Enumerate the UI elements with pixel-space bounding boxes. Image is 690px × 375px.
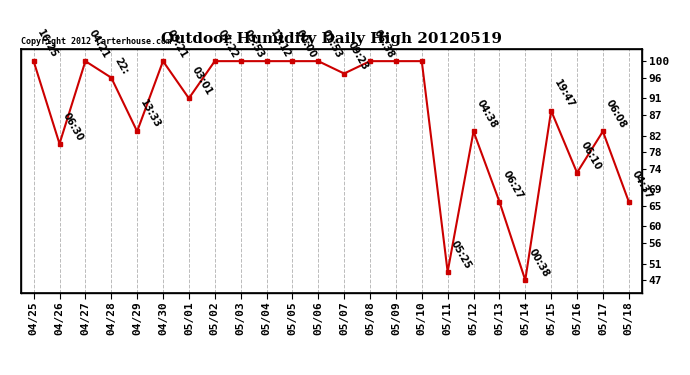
Text: 03:21: 03:21 bbox=[164, 28, 188, 60]
Text: 05:53: 05:53 bbox=[242, 28, 266, 60]
Text: 01:53: 01:53 bbox=[319, 28, 344, 60]
Text: 00:00: 00:00 bbox=[294, 28, 318, 60]
Text: 04:38: 04:38 bbox=[475, 98, 499, 130]
Text: 05:25: 05:25 bbox=[449, 239, 473, 271]
Title: Outdoor Humidity Daily High 20120519: Outdoor Humidity Daily High 20120519 bbox=[161, 32, 502, 46]
Text: 06:38: 06:38 bbox=[371, 28, 395, 60]
Text: 06:10: 06:10 bbox=[578, 140, 602, 171]
Text: Copyright 2012 Carterhouse.com: Copyright 2012 Carterhouse.com bbox=[21, 38, 170, 46]
Text: 03:01: 03:01 bbox=[190, 65, 215, 97]
Text: 04:37: 04:37 bbox=[630, 168, 654, 200]
Text: 19:47: 19:47 bbox=[553, 78, 577, 110]
Text: 09:23: 09:23 bbox=[346, 40, 370, 72]
Text: 16:25: 16:25 bbox=[35, 28, 59, 60]
Text: 00:38: 00:38 bbox=[526, 247, 551, 279]
Text: 22:: 22: bbox=[112, 56, 130, 76]
Text: 06:27: 06:27 bbox=[501, 168, 525, 200]
Text: 06:30: 06:30 bbox=[61, 111, 85, 142]
Text: 13:12: 13:12 bbox=[268, 28, 292, 60]
Text: 06:08: 06:08 bbox=[604, 98, 629, 130]
Text: 04:21: 04:21 bbox=[87, 28, 111, 60]
Text: 07:22: 07:22 bbox=[216, 28, 240, 60]
Text: 13:33: 13:33 bbox=[139, 98, 163, 130]
